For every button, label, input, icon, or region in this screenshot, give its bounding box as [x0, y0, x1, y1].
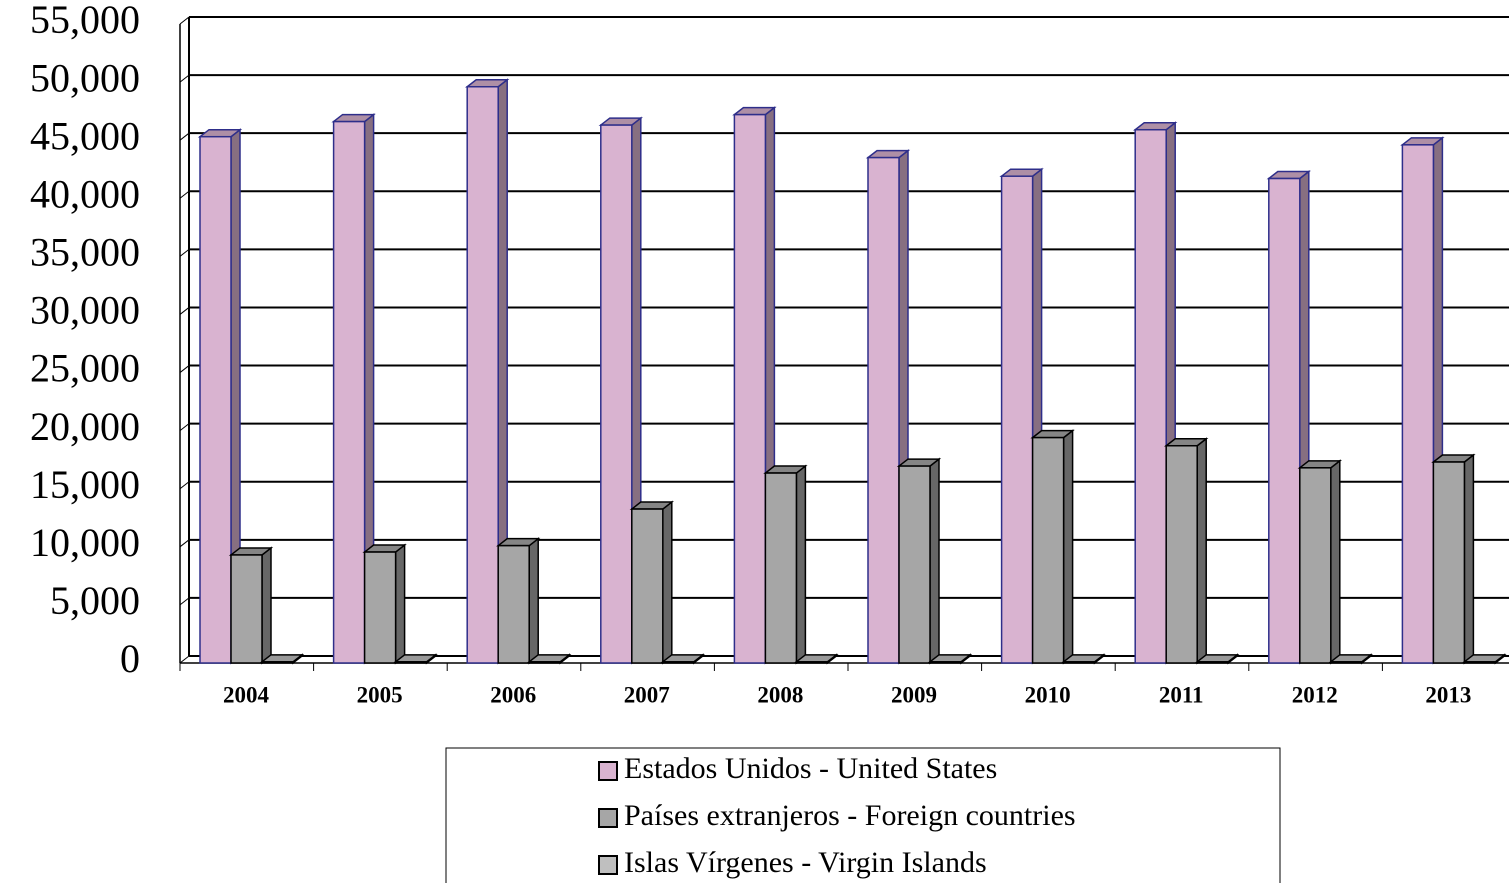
x-tick-label: 2009 [891, 682, 937, 707]
bar [1031, 436, 1065, 664]
bar [764, 472, 798, 664]
grid-wall [179, 132, 190, 141]
bar [795, 661, 829, 664]
bar [1463, 661, 1497, 664]
x-tick-label: 2007 [624, 682, 670, 707]
bar-side [929, 457, 940, 665]
bar [363, 551, 397, 664]
bar [1330, 661, 1363, 664]
bar [733, 113, 767, 664]
grid-wall [179, 307, 190, 315]
grid-wall [179, 597, 190, 606]
bar [466, 85, 499, 664]
grid-wall [179, 539, 190, 548]
bar-side [1062, 429, 1074, 665]
bar-side [261, 546, 272, 665]
bar [1062, 661, 1096, 664]
bar [1134, 128, 1167, 664]
grid-wall [179, 16, 190, 25]
bar [497, 544, 530, 664]
bar [230, 554, 263, 664]
legend-label: Estados Unidos - United States [624, 752, 997, 785]
bar [1401, 144, 1435, 664]
legend-box [445, 747, 1281, 883]
y-tick-label: 30,000 [30, 288, 140, 333]
x-tick-label: 2013 [1425, 682, 1471, 707]
x-tick-label: 2005 [357, 682, 403, 707]
bar [332, 120, 366, 664]
bar [1196, 661, 1229, 664]
legend-swatch [598, 761, 618, 781]
bar [1000, 175, 1034, 664]
x-tick-label: 2010 [1025, 682, 1071, 707]
bar [662, 661, 695, 664]
y-tick-label: 25,000 [30, 346, 140, 391]
y-tick-label: 50,000 [30, 55, 140, 100]
y-tick-label: 5,000 [50, 578, 140, 623]
grid-wall [179, 365, 190, 373]
grid-wall [179, 423, 190, 432]
bar [199, 135, 232, 664]
y-tick-label: 15,000 [30, 462, 140, 507]
bar [1432, 461, 1466, 664]
legend-label: Islas Vírgenes - Virgin Islands [624, 846, 987, 879]
y-tick-label: 35,000 [30, 230, 140, 275]
bar [898, 465, 931, 664]
y-tick-label: 45,000 [30, 113, 140, 158]
bar-side [1196, 437, 1207, 665]
grid-wall [179, 190, 190, 199]
bar-side [394, 543, 406, 665]
bar-side [1330, 459, 1341, 665]
y-tick-label: 20,000 [30, 404, 140, 449]
bar [1165, 444, 1198, 664]
x-tick-label: 2012 [1292, 682, 1338, 707]
grid-wall [179, 248, 190, 257]
bar [1268, 177, 1301, 664]
legend-swatch [598, 855, 618, 875]
bar [261, 661, 294, 664]
bar [528, 661, 561, 664]
x-tick-label: 2004 [223, 682, 270, 707]
y-tick-label: 40,000 [30, 171, 140, 216]
bar [1299, 467, 1332, 664]
x-tick-label: 2008 [757, 682, 803, 707]
bar [867, 156, 900, 664]
y-tick-label: 55,000 [30, 0, 140, 42]
bar [600, 124, 633, 664]
bar-side [1463, 453, 1475, 665]
grid-wall [179, 74, 190, 83]
bar [929, 661, 962, 664]
legend-label: Países extranjeros - Foreign countries [624, 799, 1076, 832]
bar [631, 508, 664, 664]
grid-wall [179, 481, 190, 490]
x-tick-label: 2006 [490, 682, 536, 707]
bar [394, 661, 428, 664]
y-tick-label: 0 [120, 636, 140, 681]
bar-side [662, 500, 673, 665]
bar-side [528, 537, 539, 665]
grid-wall [179, 655, 190, 664]
y-tick-label: 10,000 [30, 520, 140, 565]
bar-side [795, 464, 807, 665]
x-tick-label: 2011 [1159, 682, 1204, 707]
legend-swatch [598, 808, 618, 828]
